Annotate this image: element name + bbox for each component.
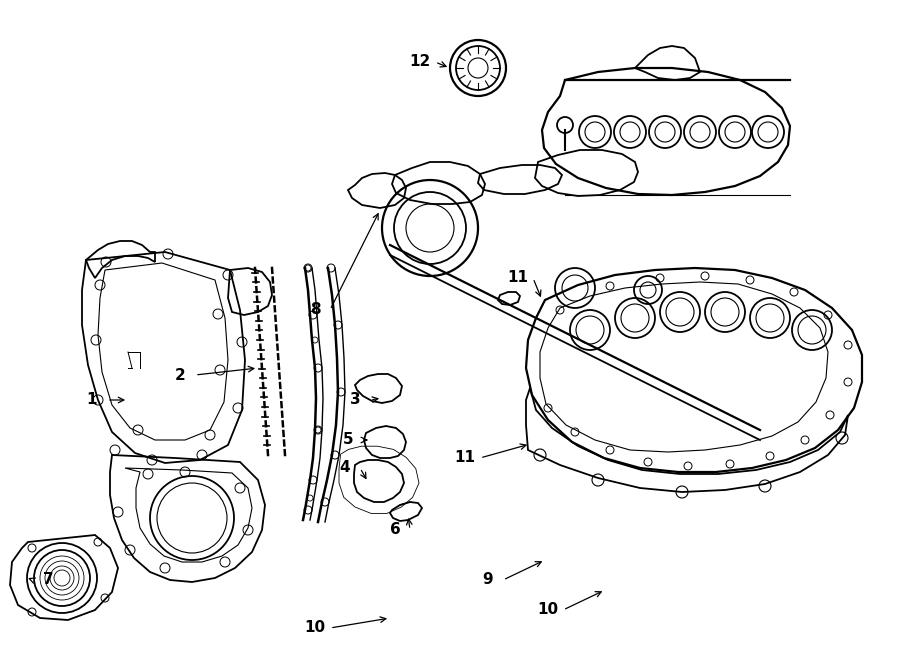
Text: 4: 4 [339, 461, 350, 475]
Text: 7: 7 [42, 572, 53, 588]
Text: 11: 11 [454, 451, 475, 465]
Text: 1: 1 [86, 393, 97, 407]
Text: 3: 3 [350, 393, 360, 407]
Text: 5: 5 [343, 432, 354, 447]
Text: 12: 12 [410, 54, 430, 69]
Text: 8: 8 [310, 303, 320, 317]
Text: 10: 10 [304, 621, 326, 635]
Text: 11: 11 [508, 270, 528, 286]
Text: 2: 2 [175, 368, 185, 383]
Text: 10: 10 [537, 602, 559, 617]
Text: 6: 6 [390, 522, 400, 537]
Text: 9: 9 [482, 572, 493, 588]
